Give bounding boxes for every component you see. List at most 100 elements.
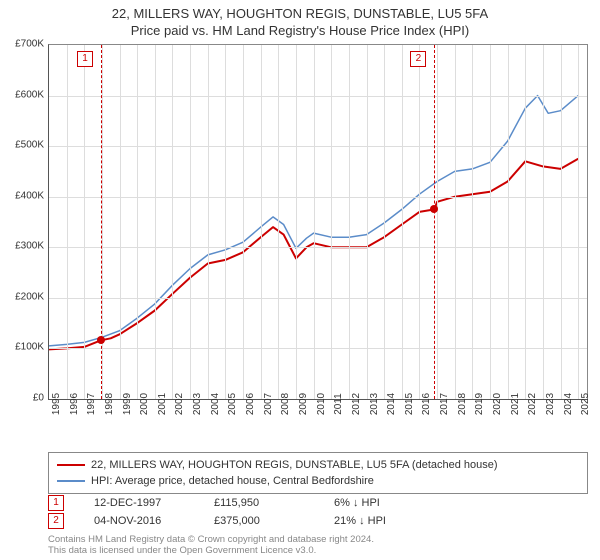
y-tick-label: £300K — [15, 241, 44, 252]
x-tick-label: 2019 — [474, 393, 485, 415]
chart-title-line2: Price paid vs. HM Land Registry's House … — [0, 21, 600, 42]
grid-h — [49, 197, 587, 198]
x-tick-label: 1995 — [51, 393, 62, 415]
event-row-0: 1 12-DEC-1997 £115,950 6% ↓ HPI — [48, 494, 424, 512]
legend-label-1: HPI: Average price, detached house, Cent… — [91, 475, 374, 487]
grid-v — [102, 45, 103, 399]
event-marker-0: 1 — [48, 495, 64, 511]
x-tick-label: 2011 — [333, 393, 344, 415]
event-vline — [434, 45, 435, 399]
event-date-1: 04-NOV-2016 — [94, 515, 184, 527]
event-marker-dot — [430, 205, 438, 213]
grid-v — [578, 45, 579, 399]
x-tick-label: 2016 — [421, 393, 432, 415]
x-tick-label: 2012 — [351, 393, 362, 415]
grid-h — [49, 146, 587, 147]
grid-v — [437, 45, 438, 399]
x-tick-label: 2000 — [139, 393, 150, 415]
x-tick-label: 2013 — [369, 393, 380, 415]
grid-v — [367, 45, 368, 399]
x-tick-label: 2009 — [298, 393, 309, 415]
x-tick-label: 2014 — [386, 393, 397, 415]
x-tick-label: 2010 — [316, 393, 327, 415]
x-tick-label: 1996 — [69, 393, 80, 415]
x-tick-label: 2002 — [174, 393, 185, 415]
series-svg — [49, 45, 587, 399]
grid-v — [278, 45, 279, 399]
grid-h — [49, 96, 587, 97]
x-tick-label: 2017 — [439, 393, 450, 415]
x-tick-label: 2006 — [245, 393, 256, 415]
legend-row-0: 22, MILLERS WAY, HOUGHTON REGIS, DUNSTAB… — [57, 457, 579, 473]
x-tick-label: 2001 — [157, 393, 168, 415]
y-tick-label: £0 — [33, 393, 44, 404]
x-tick-label: 2004 — [210, 393, 221, 415]
grid-h — [49, 348, 587, 349]
event-price-1: £375,000 — [214, 515, 304, 527]
legend-box: 22, MILLERS WAY, HOUGHTON REGIS, DUNSTAB… — [48, 452, 588, 494]
grid-v — [419, 45, 420, 399]
event-marker-dot — [97, 336, 105, 344]
grid-v — [525, 45, 526, 399]
grid-v — [261, 45, 262, 399]
event-date-0: 12-DEC-1997 — [94, 497, 184, 509]
footer-line1: Contains HM Land Registry data © Crown c… — [48, 534, 374, 545]
grid-v — [225, 45, 226, 399]
y-tick-label: £400K — [15, 190, 44, 201]
x-tick-label: 2015 — [404, 393, 415, 415]
y-tick-label: £500K — [15, 140, 44, 151]
x-tick-label: 2021 — [510, 393, 521, 415]
x-tick-label: 2007 — [263, 393, 274, 415]
grid-v — [314, 45, 315, 399]
grid-v — [561, 45, 562, 399]
grid-v — [331, 45, 332, 399]
footer-line2: This data is licensed under the Open Gov… — [48, 545, 374, 556]
plot-area: 12 — [48, 44, 588, 400]
grid-v — [472, 45, 473, 399]
x-tick-label: 2025 — [580, 393, 591, 415]
grid-v — [384, 45, 385, 399]
grid-v — [508, 45, 509, 399]
y-tick-label: £700K — [15, 39, 44, 50]
event-marker-1: 2 — [48, 513, 64, 529]
x-tick-label: 2005 — [227, 393, 238, 415]
x-tick-label: 2022 — [527, 393, 538, 415]
chart-title-line1: 22, MILLERS WAY, HOUGHTON REGIS, DUNSTAB… — [0, 0, 600, 21]
chart-container: 22, MILLERS WAY, HOUGHTON REGIS, DUNSTAB… — [0, 0, 600, 560]
grid-h — [49, 247, 587, 248]
x-tick-label: 2018 — [457, 393, 468, 415]
legend-row-1: HPI: Average price, detached house, Cent… — [57, 473, 579, 489]
x-tick-label: 1998 — [104, 393, 115, 415]
grid-v — [296, 45, 297, 399]
event-row-1: 2 04-NOV-2016 £375,000 21% ↓ HPI — [48, 512, 424, 530]
grid-v — [490, 45, 491, 399]
x-tick-label: 1999 — [122, 393, 133, 415]
grid-v — [208, 45, 209, 399]
events-table: 1 12-DEC-1997 £115,950 6% ↓ HPI 2 04-NOV… — [48, 494, 424, 530]
y-tick-label: £600K — [15, 89, 44, 100]
y-tick-label: £100K — [15, 342, 44, 353]
grid-v — [67, 45, 68, 399]
x-tick-label: 2003 — [192, 393, 203, 415]
y-tick-label: £200K — [15, 291, 44, 302]
legend-swatch-0 — [57, 464, 85, 466]
x-tick-label: 2008 — [280, 393, 291, 415]
x-tick-label: 1997 — [86, 393, 97, 415]
event-vline-label: 2 — [410, 51, 426, 67]
event-vline — [101, 45, 102, 399]
event-delta-1: 21% ↓ HPI — [334, 515, 424, 527]
grid-v — [543, 45, 544, 399]
grid-v — [120, 45, 121, 399]
event-delta-0: 6% ↓ HPI — [334, 497, 424, 509]
x-tick-label: 2020 — [492, 393, 503, 415]
grid-v — [349, 45, 350, 399]
grid-v — [84, 45, 85, 399]
grid-v — [243, 45, 244, 399]
event-vline-label: 1 — [77, 51, 93, 67]
legend-label-0: 22, MILLERS WAY, HOUGHTON REGIS, DUNSTAB… — [91, 459, 498, 471]
footer: Contains HM Land Registry data © Crown c… — [48, 534, 374, 556]
event-price-0: £115,950 — [214, 497, 304, 509]
legend-swatch-1 — [57, 480, 85, 482]
grid-v — [190, 45, 191, 399]
grid-v — [455, 45, 456, 399]
